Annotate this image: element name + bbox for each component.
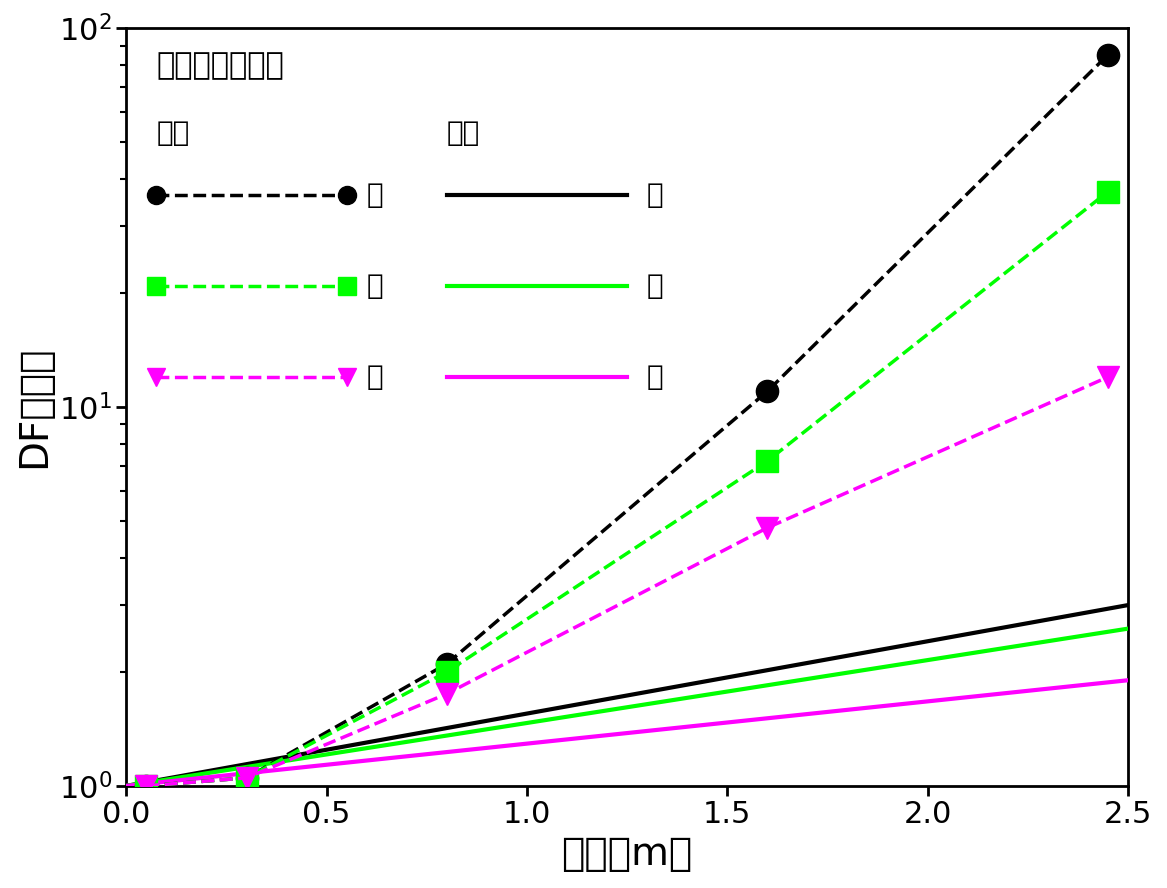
X-axis label: 水深（m）: 水深（m） xyxy=(561,835,693,873)
Text: 実験: 実験 xyxy=(156,119,190,147)
Text: 中: 中 xyxy=(366,272,383,300)
Text: 解析: 解析 xyxy=(447,119,480,147)
Text: 中: 中 xyxy=(648,272,664,300)
Text: 高: 高 xyxy=(366,363,383,391)
Text: 高: 高 xyxy=(648,363,664,391)
Text: 低: 低 xyxy=(366,181,383,209)
Y-axis label: DF（－）: DF（－） xyxy=(15,345,53,468)
Text: 入口粒子数濃度: 入口粒子数濃度 xyxy=(156,51,285,80)
Text: 低: 低 xyxy=(648,181,664,209)
